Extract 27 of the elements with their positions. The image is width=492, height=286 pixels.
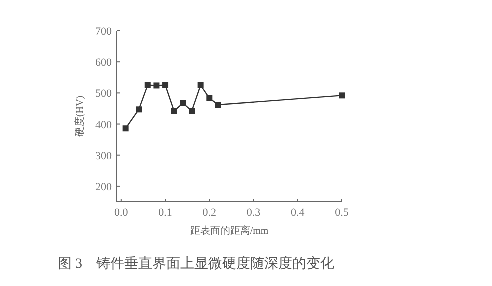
point bbox=[198, 82, 204, 88]
point bbox=[339, 92, 345, 99]
point bbox=[136, 106, 142, 113]
y-axis-title: 硬度(HV) bbox=[74, 96, 86, 138]
x-tick-label: 0.3 bbox=[246, 207, 262, 219]
y-tick-label: 300 bbox=[96, 150, 112, 162]
y-tick-label: 700 bbox=[96, 26, 112, 38]
y-tick-label: 600 bbox=[96, 57, 112, 70]
point bbox=[189, 108, 195, 114]
text: 图 3 铸件垂直界面上显微硬度随深度的变化 bbox=[58, 256, 334, 272]
x-tick-label: 0.2 bbox=[202, 207, 217, 219]
y-tick-label: 400 bbox=[96, 119, 112, 132]
x-axis-title: 距表面的距离/mm bbox=[190, 225, 269, 237]
x-tick-label: 0.1 bbox=[158, 207, 172, 219]
point bbox=[171, 108, 178, 114]
x-tick-label: 0.0 bbox=[114, 207, 129, 219]
y-tick-label: 200 bbox=[96, 181, 112, 194]
point bbox=[122, 126, 129, 132]
x-tick-label: 0.4 bbox=[291, 207, 306, 219]
point bbox=[206, 95, 213, 102]
point bbox=[215, 102, 222, 108]
x-tick-label: 0.5 bbox=[335, 207, 350, 219]
point bbox=[180, 100, 186, 106]
y-tick-label: 500 bbox=[96, 88, 112, 100]
point bbox=[154, 82, 160, 89]
point bbox=[162, 82, 169, 88]
point bbox=[144, 82, 151, 88]
